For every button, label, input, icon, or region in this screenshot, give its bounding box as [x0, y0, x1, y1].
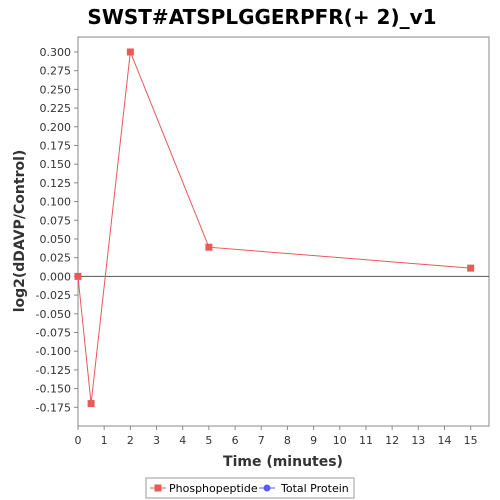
x-tick-label: 10 — [333, 434, 347, 447]
chart-title: SWST#ATSPLGGERPFR(+ 2)_v1 — [87, 5, 436, 29]
y-tick-label: 0.150 — [40, 158, 72, 171]
y-tick-label: -0.150 — [36, 383, 71, 396]
y-tick-label: 0.075 — [40, 214, 72, 227]
x-tick-label: 13 — [411, 434, 425, 447]
x-axis-label: Time (minutes) — [223, 454, 343, 470]
legend: Phosphopeptide Total Protein — [145, 477, 355, 499]
y-tick-label: -0.050 — [36, 308, 71, 321]
data-point — [205, 243, 213, 251]
data-point — [87, 400, 95, 408]
x-tick-label: 4 — [179, 434, 186, 447]
y-tick-label: 0.200 — [40, 121, 72, 134]
legend-phosphopeptide-label: Phosphopeptide — [169, 482, 258, 495]
series-layer — [74, 48, 475, 408]
y-tick-label: -0.025 — [36, 289, 71, 302]
x-tick-label: 12 — [385, 434, 399, 447]
x-tick-label: 6 — [232, 434, 239, 447]
y-tick-label: -0.075 — [36, 326, 71, 339]
y-tick-label: 0.175 — [40, 139, 72, 152]
y-tick-label: 0.125 — [40, 177, 72, 190]
x-tick-label: 11 — [359, 434, 373, 447]
data-point — [126, 48, 134, 56]
legend-total-protein-label: Total Protein — [280, 482, 349, 495]
legend-phosphopeptide-marker — [154, 484, 162, 492]
y-tick-label: -0.100 — [36, 345, 71, 358]
y-tick-label: 0.225 — [40, 102, 72, 115]
x-tick-label: 8 — [284, 434, 291, 447]
y-tick-label: 0.275 — [40, 65, 72, 78]
plot-area — [77, 36, 490, 427]
x-tick-label: 3 — [153, 434, 160, 447]
data-point — [467, 264, 475, 272]
legend-box — [145, 477, 355, 499]
y-tick-label: 0.300 — [40, 46, 72, 59]
y-tick-label: 0.000 — [40, 270, 72, 283]
x-tick-label: 7 — [258, 434, 265, 447]
legend-total-protein-marker — [263, 484, 271, 492]
y-tick-label: -0.125 — [36, 364, 71, 377]
data-point — [74, 272, 82, 280]
y-tick-label: -0.175 — [36, 401, 71, 414]
x-tick-label: 2 — [127, 434, 134, 447]
x-tick-label: 1 — [101, 434, 108, 447]
x-tick-label: 5 — [205, 434, 212, 447]
y-tick-label: 0.050 — [40, 233, 72, 246]
x-tick-label: 14 — [437, 434, 451, 447]
y-tick-label: 0.100 — [40, 196, 72, 209]
y-tick-label: 0.025 — [40, 252, 72, 265]
y-axis-label: log2(dDAVP/Control) — [12, 150, 28, 313]
y-tick-label: 0.250 — [40, 83, 72, 96]
x-tick-label: 9 — [310, 434, 317, 447]
y-axis: -0.175 -0.150 -0.125 -0.100 -0.075 -0.050 -0.0… — [36, 46, 78, 414]
x-tick-label: 15 — [464, 434, 478, 447]
x-tick-label: 0 — [75, 434, 82, 447]
x-axis: 0 1 2 3 4 5 6 7 8 9 10 11 12 13 14 15 — [75, 426, 478, 447]
